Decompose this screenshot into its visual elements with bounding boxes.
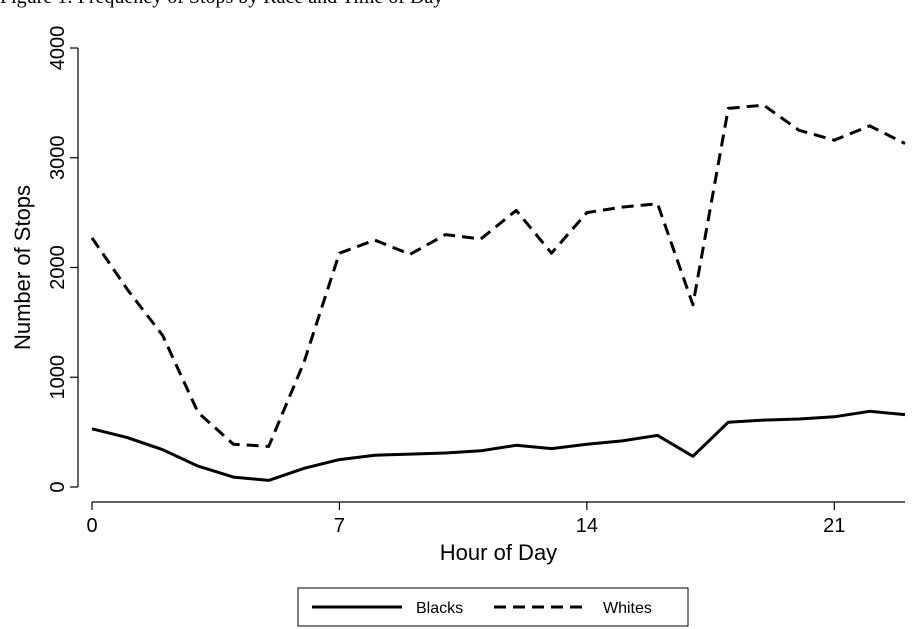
series-line-whites xyxy=(90,103,906,448)
x-tick-label: 0 xyxy=(86,515,97,537)
x-tick-label: 14 xyxy=(576,515,598,537)
x-tick-label: 21 xyxy=(823,515,845,537)
series-line-blacks xyxy=(91,409,906,482)
legend-label-blacks: Blacks xyxy=(416,600,463,617)
legend: Blacks Whites xyxy=(297,587,689,627)
figure-caption: Figure 1: Frequency of Stops by Race and… xyxy=(0,0,443,9)
y-axis-title: Number of Stops xyxy=(10,185,35,350)
axes: 0 1000 2000 3000 4000 0 7 14 21 Hour of Day Number… xyxy=(10,26,905,565)
y-tick-label: 3000 xyxy=(47,136,69,181)
x-tick-label: 7 xyxy=(334,515,345,537)
x-axis-title: Hour of Day xyxy=(440,540,557,565)
y-tick-label: 0 xyxy=(47,481,69,492)
y-tick-label: 1000 xyxy=(47,355,69,400)
y-tick-label: 2000 xyxy=(47,245,69,290)
series-lines xyxy=(90,103,906,482)
y-tick-label: 4000 xyxy=(47,26,69,71)
legend-label-whites: Whites xyxy=(603,600,652,617)
